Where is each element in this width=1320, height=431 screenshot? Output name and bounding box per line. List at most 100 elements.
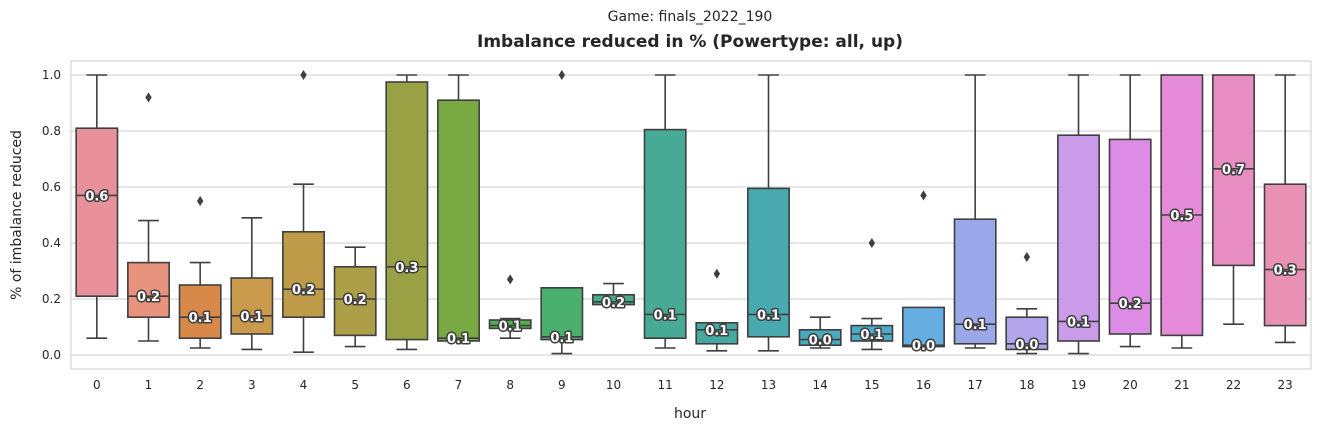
outlier-point — [1023, 252, 1031, 262]
chart-title: Imbalance reduced in % (Powertype: all, … — [477, 32, 903, 52]
iqr-box — [592, 293, 635, 306]
y-tick-label: 0.8 — [42, 124, 61, 138]
iqr-box — [1108, 138, 1152, 335]
box-hour-11: 0.1 — [643, 74, 687, 349]
median-label: 0.1 — [447, 332, 470, 347]
median-label: 0.1 — [499, 320, 522, 335]
y-tick-label: 0.4 — [42, 236, 61, 250]
x-tick-label: 10 — [606, 378, 621, 392]
iqr-box — [230, 277, 274, 335]
x-tick-label: 0 — [93, 378, 101, 392]
box-hour-17: 0.1 — [953, 74, 997, 349]
x-tick-label: 23 — [1278, 378, 1293, 392]
x-tick-label: 17 — [968, 378, 983, 392]
iqr-box — [1160, 74, 1204, 337]
chart-subtitle: Game: finals_2022_190 — [608, 9, 773, 25]
median-label: 0.2 — [292, 283, 315, 298]
iqr-box — [643, 128, 687, 340]
x-tick-label: 9 — [558, 378, 566, 392]
x-tick-label: 12 — [709, 378, 724, 392]
iqr-box — [1057, 134, 1100, 342]
median-label: 0.2 — [344, 293, 367, 308]
x-tick-label: 21 — [1174, 378, 1189, 392]
outlier-point — [145, 92, 152, 103]
outlier-point — [506, 274, 514, 285]
x-tick-label: 13 — [761, 378, 776, 392]
outlier-point — [868, 238, 876, 248]
x-tick-label: 14 — [813, 378, 828, 392]
box-hour-18: 0.0 — [1005, 252, 1049, 355]
median-label: 0.6 — [85, 189, 108, 204]
median-label: 0.3 — [395, 261, 418, 276]
y-axis-ticks: 0.0 0.2 0.4 0.6 0.8 1.0 — [42, 68, 61, 362]
box-hour-19: 0.1 — [1057, 74, 1100, 355]
x-tick-label: 18 — [1019, 378, 1034, 392]
x-axis-ticks: 0 1 2 3 4 5 6 7 8 9 10 11 12 13 14 15 16 17 18 19 20 21 22 23 — [93, 378, 1293, 392]
iqr-box — [540, 286, 584, 341]
x-tick-label: 1 — [145, 378, 153, 392]
iqr-box — [798, 328, 842, 346]
iqr-box — [75, 127, 119, 297]
x-tick-label: 16 — [916, 378, 931, 392]
box-hour-4: 0.2 — [282, 70, 325, 354]
median-label: 0.1 — [705, 324, 728, 339]
median-label: 0.0 — [1015, 338, 1038, 353]
median-label: 0.0 — [809, 334, 832, 349]
box-hour-3: 0.1 — [230, 217, 274, 351]
gridlines — [71, 74, 1311, 356]
y-tick-label: 0.2 — [42, 292, 61, 306]
box-hour-7: 0.1 — [437, 74, 480, 349]
y-tick-label: 0.0 — [42, 348, 61, 362]
plot-frame — [70, 60, 1312, 370]
iqr-box — [953, 218, 997, 345]
box-hour-22: 0.7 — [1212, 74, 1255, 326]
y-axis-label: % of imbalance reduced — [9, 130, 25, 300]
median-label: 0.1 — [550, 331, 573, 346]
x-axis-label: hour — [674, 406, 706, 422]
x-tick-label: 11 — [658, 378, 673, 392]
iqr-box — [127, 261, 170, 319]
x-tick-label: 20 — [1123, 378, 1138, 392]
median-label: 0.2 — [137, 290, 160, 305]
x-tick-label: 3 — [248, 378, 256, 392]
median-label: 0.3 — [1274, 264, 1297, 279]
box-hour-12: 0.1 — [695, 268, 739, 352]
iqr-box — [282, 231, 325, 319]
median-label: 0.0 — [912, 339, 935, 354]
y-tick-label: 1.0 — [42, 68, 61, 82]
box-hour-9: 0.1 — [540, 70, 584, 355]
median-label: 0.1 — [860, 328, 883, 343]
outlier-point — [713, 268, 721, 279]
box-hour-0: 0.6 — [75, 74, 119, 340]
iqr-box — [1212, 74, 1255, 267]
iqr-box — [695, 321, 739, 345]
box-hour-13: 0.1 — [747, 74, 790, 352]
iqr-box — [747, 187, 790, 338]
median-label: 0.1 — [1067, 315, 1090, 330]
iqr-box — [902, 306, 945, 348]
x-tick-label: 6 — [403, 378, 411, 392]
median-label: 0.1 — [964, 318, 987, 333]
median-label: 0.2 — [602, 296, 625, 311]
box-hour-5: 0.2 — [333, 246, 377, 348]
x-tick-label: 5 — [351, 378, 359, 392]
box-hour-21: 0.5 — [1160, 74, 1204, 349]
median-label: 0.1 — [757, 308, 780, 323]
median-label: 0.2 — [1119, 297, 1142, 312]
box-hour-15: 0.1 — [850, 238, 894, 351]
median-label: 0.1 — [189, 311, 212, 326]
median-label: 0.7 — [1222, 163, 1245, 178]
iqr-box — [178, 284, 222, 340]
boxes: 0.6 0.2 0.1 0.1 0.2 0.2 0.3 0.1 0.1 0.1 0.2 0.1 0.1 0… — [75, 70, 1307, 356]
x-tick-label: 7 — [455, 378, 463, 392]
x-tick-label: 15 — [864, 378, 879, 392]
iqr-box — [333, 265, 377, 337]
iqr-box — [437, 99, 480, 342]
outlier-point — [920, 190, 927, 201]
box-hour-23: 0.3 — [1263, 74, 1307, 344]
outlier-point — [196, 196, 204, 206]
box-hour-14: 0.0 — [798, 316, 842, 350]
median-label: 0.5 — [1170, 209, 1193, 224]
box-hour-8: 0.1 — [488, 274, 532, 340]
y-tick-label: 0.6 — [42, 180, 61, 194]
